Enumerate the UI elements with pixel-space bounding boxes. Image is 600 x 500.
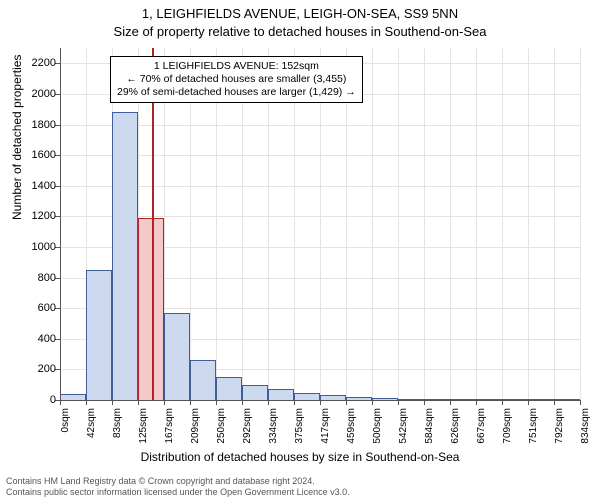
- ytick-label: 1600: [16, 149, 56, 161]
- histogram-bar: [242, 385, 268, 400]
- histogram-bar: [268, 389, 294, 400]
- ytick-label: 1000: [16, 241, 56, 253]
- footer-attribution: Contains HM Land Registry data © Crown c…: [6, 476, 350, 498]
- xtick-label: 292sqm: [242, 408, 253, 448]
- histogram-bar: [216, 377, 242, 400]
- gridline-v: [554, 48, 555, 400]
- ytick-label: 2200: [16, 57, 56, 69]
- ytick-label: 800: [16, 272, 56, 284]
- xtick-label: 0sqm: [60, 408, 71, 448]
- xtick-label: 250sqm: [216, 408, 227, 448]
- ytick-label: 2000: [16, 88, 56, 100]
- gridline-v: [398, 48, 399, 400]
- xtick-label: 751sqm: [528, 408, 539, 448]
- xtick-label: 334sqm: [268, 408, 279, 448]
- gridline-v: [528, 48, 529, 400]
- x-axis-line: [60, 400, 580, 401]
- ytick-label: 1400: [16, 180, 56, 192]
- annotation-box: 1 LEIGHFIELDS AVENUE: 152sqm← 70% of det…: [110, 56, 363, 103]
- xtick-label: 209sqm: [190, 408, 201, 448]
- xtick-label: 167sqm: [164, 408, 175, 448]
- footer-line2: Contains public sector information licen…: [6, 487, 350, 498]
- plot-area: 1 LEIGHFIELDS AVENUE: 152sqm← 70% of det…: [60, 48, 580, 400]
- xtick-label: 792sqm: [554, 408, 565, 448]
- xtick-label: 417sqm: [320, 408, 331, 448]
- xtick-label: 834sqm: [580, 408, 591, 448]
- xtick-label: 709sqm: [502, 408, 513, 448]
- histogram-bar: [112, 112, 138, 400]
- chart-title-line2: Size of property relative to detached ho…: [0, 24, 600, 39]
- xtick-label: 459sqm: [346, 408, 357, 448]
- xtick-label: 626sqm: [450, 408, 461, 448]
- chart-container: 1, LEIGHFIELDS AVENUE, LEIGH-ON-SEA, SS9…: [0, 0, 600, 500]
- y-axis-label: Number of detached properties: [10, 55, 24, 220]
- gridline-v: [476, 48, 477, 400]
- gridline-v: [372, 48, 373, 400]
- xtick-label: 584sqm: [424, 408, 435, 448]
- x-axis-label: Distribution of detached houses by size …: [0, 450, 600, 464]
- histogram-bar: [86, 270, 112, 400]
- ytick-label: 600: [16, 302, 56, 314]
- y-axis-line: [60, 48, 61, 400]
- ytick-label: 1200: [16, 210, 56, 222]
- ytick-label: 200: [16, 363, 56, 375]
- annotation-line2: ← 70% of detached houses are smaller (3,…: [117, 73, 356, 86]
- histogram-bar: [294, 393, 320, 400]
- histogram-bar: [164, 313, 190, 400]
- footer-line1: Contains HM Land Registry data © Crown c…: [6, 476, 350, 487]
- xtick-label: 83sqm: [112, 408, 123, 448]
- xtick-label: 125sqm: [138, 408, 149, 448]
- xtick-mark: [580, 400, 581, 405]
- ytick-label: 400: [16, 333, 56, 345]
- xtick-label: 542sqm: [398, 408, 409, 448]
- ytick-label: 1800: [16, 119, 56, 131]
- xtick-label: 500sqm: [372, 408, 383, 448]
- ytick-label: 0: [16, 394, 56, 406]
- gridline-v: [424, 48, 425, 400]
- xtick-label: 42sqm: [86, 408, 97, 448]
- gridline-v: [502, 48, 503, 400]
- xtick-label: 375sqm: [294, 408, 305, 448]
- histogram-bar: [190, 360, 216, 400]
- histogram-bar-highlight: [138, 218, 164, 400]
- gridline-v: [450, 48, 451, 400]
- annotation-line1: 1 LEIGHFIELDS AVENUE: 152sqm: [117, 60, 356, 73]
- gridline-v: [580, 48, 581, 400]
- annotation-line3: 29% of semi-detached houses are larger (…: [117, 86, 356, 99]
- chart-title-line1: 1, LEIGHFIELDS AVENUE, LEIGH-ON-SEA, SS9…: [0, 6, 600, 21]
- xtick-label: 667sqm: [476, 408, 487, 448]
